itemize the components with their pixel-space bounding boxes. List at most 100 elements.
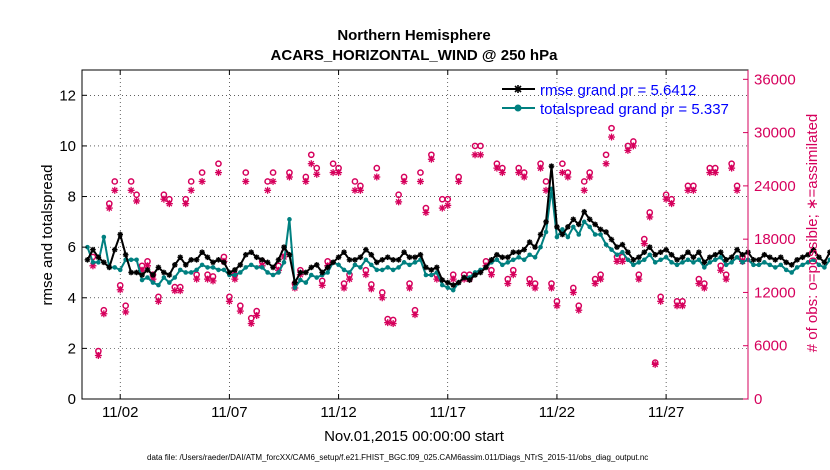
rmse-point [679, 254, 686, 261]
obs-possible-marker [242, 169, 250, 176]
rmse-point [128, 269, 134, 276]
obs-assimilated-marker [302, 177, 310, 185]
rmse-point [816, 254, 822, 261]
obs-possible-marker [477, 142, 484, 150]
totalspread-point [696, 257, 702, 263]
rmse-point [543, 219, 549, 225]
rmse-point [608, 236, 615, 243]
obs-assimilated-marker [340, 284, 348, 292]
totalspread-point [614, 252, 620, 258]
obs-assimilated-marker [668, 200, 676, 208]
obs-assimilated-marker [662, 195, 670, 203]
obs-assimilated-marker [378, 294, 386, 302]
obs-assimilated-marker [100, 310, 108, 318]
rmse-point [761, 251, 768, 258]
totalspread-point [308, 272, 314, 278]
totalspread-point [412, 260, 418, 265]
rmse-point [439, 277, 446, 283]
totalspread-point [172, 275, 178, 280]
legend-rmse-star [514, 85, 522, 93]
obs-assimilated-marker [395, 198, 403, 206]
totalspread-point [641, 257, 647, 263]
obs-assimilated-marker [193, 275, 201, 283]
totalspread-point [592, 232, 598, 237]
rmse-point [630, 257, 637, 263]
totalspread-point [571, 224, 576, 230]
totalspread-point [783, 267, 789, 273]
obs-possible-marker [111, 178, 119, 185]
x-tick-label: 11/07 [211, 404, 247, 421]
totalspread-point [625, 257, 631, 263]
rmse-point [182, 262, 189, 268]
rmse-point [373, 259, 380, 266]
totalspread-point [516, 254, 522, 260]
totalspread-point [188, 270, 194, 275]
totalspread-point [177, 267, 183, 273]
totalspread-point [500, 262, 505, 268]
legend-rmse-label: rmse grand pr = 5.6412 [540, 82, 696, 99]
chart-title: Northern Hemisphere [337, 27, 490, 44]
totalspread-point [527, 252, 532, 258]
axes: 11/02 11/07 11/12 11/17 11/22 11/270246810120… [59, 70, 796, 421]
rmse-point [723, 257, 729, 263]
rmse-point [133, 269, 140, 276]
totalspread-point [292, 285, 298, 290]
totalspread-point [243, 265, 249, 270]
rmse-point [84, 257, 91, 263]
obs-possible-marker [269, 169, 277, 176]
rmse-point [95, 254, 102, 261]
rmse-point [772, 257, 779, 263]
totalspread-point [805, 260, 811, 265]
totalspread-point [811, 257, 816, 263]
rmse-point [510, 249, 517, 256]
rmse-point [788, 262, 795, 268]
totalspread-point [751, 262, 756, 268]
rmse-point [477, 269, 484, 276]
obs-assimilated-marker [613, 257, 621, 265]
totalspread-point [685, 257, 691, 263]
totalspread-point [145, 275, 150, 280]
rmse-point [155, 264, 162, 271]
obs-assimilated-marker [689, 186, 697, 194]
chart-subtitle: ACARS_HORIZONTAL_WIND @ 250 hPa [271, 47, 559, 64]
x-tick-label: 11/02 [102, 404, 138, 421]
obs-assimilated-marker [531, 284, 539, 292]
totalspread-point [772, 265, 778, 270]
series-layer [84, 163, 830, 293]
rmse-point [308, 264, 315, 271]
obs-possible-marker [127, 178, 135, 185]
y-axis-label: rmse and totalspread [39, 165, 56, 306]
totalspread-point [128, 257, 134, 263]
rmse-point [450, 282, 457, 288]
rmse-point [657, 249, 664, 256]
rmse-point [395, 257, 402, 263]
totalspread-point [314, 275, 320, 280]
rmse-point [319, 269, 325, 276]
rmse-point [466, 277, 473, 283]
totalspread-point [254, 265, 259, 270]
obs-assimilated-marker [695, 280, 703, 288]
obs-assimilated-marker [253, 312, 261, 320]
rmse-point [193, 257, 200, 263]
obs-assimilated-marker [247, 320, 255, 328]
rmse-point [401, 249, 407, 256]
obs-assimilated-marker [438, 204, 446, 212]
obs-possible-marker [122, 302, 130, 310]
totalspread-point [199, 262, 205, 268]
rmse-point [494, 251, 500, 258]
rmse-point [144, 267, 151, 273]
totalspread-point [265, 270, 270, 275]
rmse-point [253, 254, 260, 261]
rmse-point [215, 257, 222, 263]
obs-assimilated-marker [269, 177, 277, 185]
totalspread-point [762, 260, 767, 265]
obs-assimilated-marker [547, 284, 555, 292]
rmse-point [341, 249, 347, 256]
totalspread-point [287, 217, 292, 222]
obs-assimilated-marker [537, 164, 545, 172]
totalspread-point [205, 265, 210, 270]
obs-assimilated-marker [618, 257, 626, 265]
rmse-point [101, 259, 107, 266]
obs-assimilated-marker [214, 169, 222, 177]
obs-possible-marker [602, 151, 610, 159]
